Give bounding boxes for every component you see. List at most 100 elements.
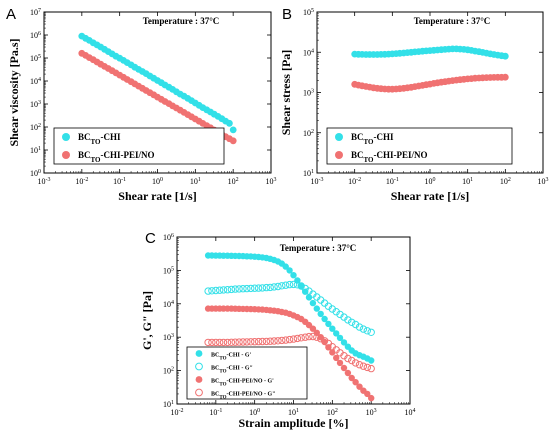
series-2 bbox=[351, 73, 509, 93]
data-point bbox=[325, 320, 332, 328]
temperature-annotation: Temperature : 37°C bbox=[143, 16, 220, 26]
legend-label: BCTO-CHI bbox=[78, 132, 121, 146]
y-tick-label: 102 bbox=[303, 129, 314, 138]
series-1 bbox=[204, 252, 375, 364]
x-tick-label: 101 bbox=[190, 177, 201, 186]
panel-letter: C bbox=[145, 230, 156, 247]
legend-marker bbox=[195, 350, 203, 357]
data-point bbox=[309, 332, 317, 341]
x-tick-label: 103 bbox=[366, 408, 377, 417]
y-tick-label: 103 bbox=[303, 89, 314, 98]
data-point bbox=[212, 338, 220, 347]
x-tick-label: 101 bbox=[288, 408, 299, 417]
y-tick-label: 102 bbox=[163, 367, 174, 376]
series-3 bbox=[204, 305, 375, 402]
data-point bbox=[313, 305, 320, 312]
data-point bbox=[333, 330, 340, 337]
data-point bbox=[501, 73, 509, 81]
data-point bbox=[355, 361, 364, 369]
data-point bbox=[258, 284, 267, 292]
data-point bbox=[274, 337, 282, 345]
series-1 bbox=[78, 32, 237, 134]
data-point bbox=[247, 338, 255, 346]
data-point bbox=[216, 286, 224, 294]
x-tick-label: 100 bbox=[249, 408, 260, 417]
y-tick-label: 104 bbox=[303, 48, 314, 57]
x-tick-label: 104 bbox=[405, 408, 416, 417]
data-point bbox=[348, 318, 356, 326]
x-tick-label: 10-1 bbox=[386, 177, 399, 186]
data-point bbox=[239, 338, 247, 346]
y-tick-label: 105 bbox=[30, 54, 41, 63]
data-point bbox=[270, 283, 278, 291]
data-point bbox=[344, 354, 352, 363]
y-tick-label: 101 bbox=[30, 146, 41, 155]
data-point bbox=[348, 374, 355, 382]
data-point bbox=[364, 390, 371, 398]
data-point bbox=[317, 335, 325, 343]
y-tick-label: 107 bbox=[30, 8, 41, 17]
data-point bbox=[289, 280, 298, 289]
data-point bbox=[320, 337, 329, 345]
data-point bbox=[290, 272, 297, 279]
data-point bbox=[231, 285, 239, 293]
data-point bbox=[266, 337, 274, 345]
y-tick-label: 103 bbox=[30, 100, 41, 109]
data-point bbox=[321, 315, 328, 323]
data-point bbox=[293, 281, 302, 289]
data-point bbox=[329, 349, 336, 356]
x-tick-label: 102 bbox=[500, 177, 511, 186]
data-point bbox=[235, 285, 243, 293]
legend-marker bbox=[195, 388, 203, 397]
x-tick-label: 10-3 bbox=[311, 177, 324, 186]
legend-label: BCTO-CHI - G" bbox=[211, 366, 253, 375]
legend-box bbox=[326, 127, 513, 165]
data-point bbox=[258, 337, 267, 346]
data-point bbox=[216, 338, 224, 347]
panel-letter: A bbox=[6, 6, 16, 23]
data-point bbox=[336, 359, 344, 367]
data-point bbox=[235, 338, 243, 346]
data-point bbox=[204, 338, 212, 347]
y-tick-label: 100 bbox=[30, 169, 41, 178]
data-point bbox=[359, 325, 368, 333]
legend-box bbox=[53, 127, 225, 165]
data-point bbox=[212, 286, 220, 295]
legend-label: BCTO-CHI-PEI/NO bbox=[78, 150, 155, 164]
y-tick-label: 106 bbox=[30, 31, 41, 40]
data-point bbox=[270, 337, 278, 345]
x-tick-label: 100 bbox=[152, 177, 163, 186]
data-point bbox=[286, 267, 293, 274]
x-tick-label: 10-2 bbox=[75, 177, 88, 186]
y-tick-label: 105 bbox=[303, 8, 314, 17]
data-point bbox=[363, 327, 371, 335]
data-point bbox=[359, 362, 368, 370]
data-point bbox=[282, 281, 290, 289]
data-point bbox=[226, 119, 233, 127]
legend: BCTO-CHI - G' BCTO-CHI - G" BCTO-CHI-PEI/N… bbox=[186, 346, 308, 400]
x-tick-label: 103 bbox=[266, 177, 277, 186]
data-point bbox=[356, 383, 363, 390]
temperature-annotation: Temperature : 37°C bbox=[280, 243, 357, 253]
data-point bbox=[282, 336, 290, 344]
data-point bbox=[351, 320, 360, 329]
y-tick-label: 104 bbox=[163, 300, 174, 309]
legend-label: BCTO-CHI bbox=[351, 132, 394, 146]
x-tick-label: 10-3 bbox=[38, 177, 51, 186]
x-tick-label: 10-2 bbox=[171, 408, 184, 417]
y-axis-label: G', G" [Pa] bbox=[140, 291, 154, 350]
legend-marker bbox=[195, 376, 203, 383]
legend: BCTO-CHI BCTO-CHI-PEI/NO bbox=[326, 127, 513, 165]
data-point bbox=[317, 310, 324, 318]
legend-marker bbox=[195, 362, 203, 371]
panel-letter: B bbox=[282, 6, 292, 23]
data-point bbox=[297, 282, 305, 290]
x-axis-label: Strain amplitude [%] bbox=[238, 416, 348, 430]
data-point bbox=[219, 286, 228, 294]
data-point bbox=[262, 283, 271, 292]
data-point bbox=[229, 137, 237, 145]
legend-marker bbox=[62, 133, 70, 141]
legend-label: BCTO-CHI-PEI/NO bbox=[351, 150, 428, 164]
data-point bbox=[368, 394, 375, 402]
y-tick-label: 102 bbox=[30, 123, 41, 132]
